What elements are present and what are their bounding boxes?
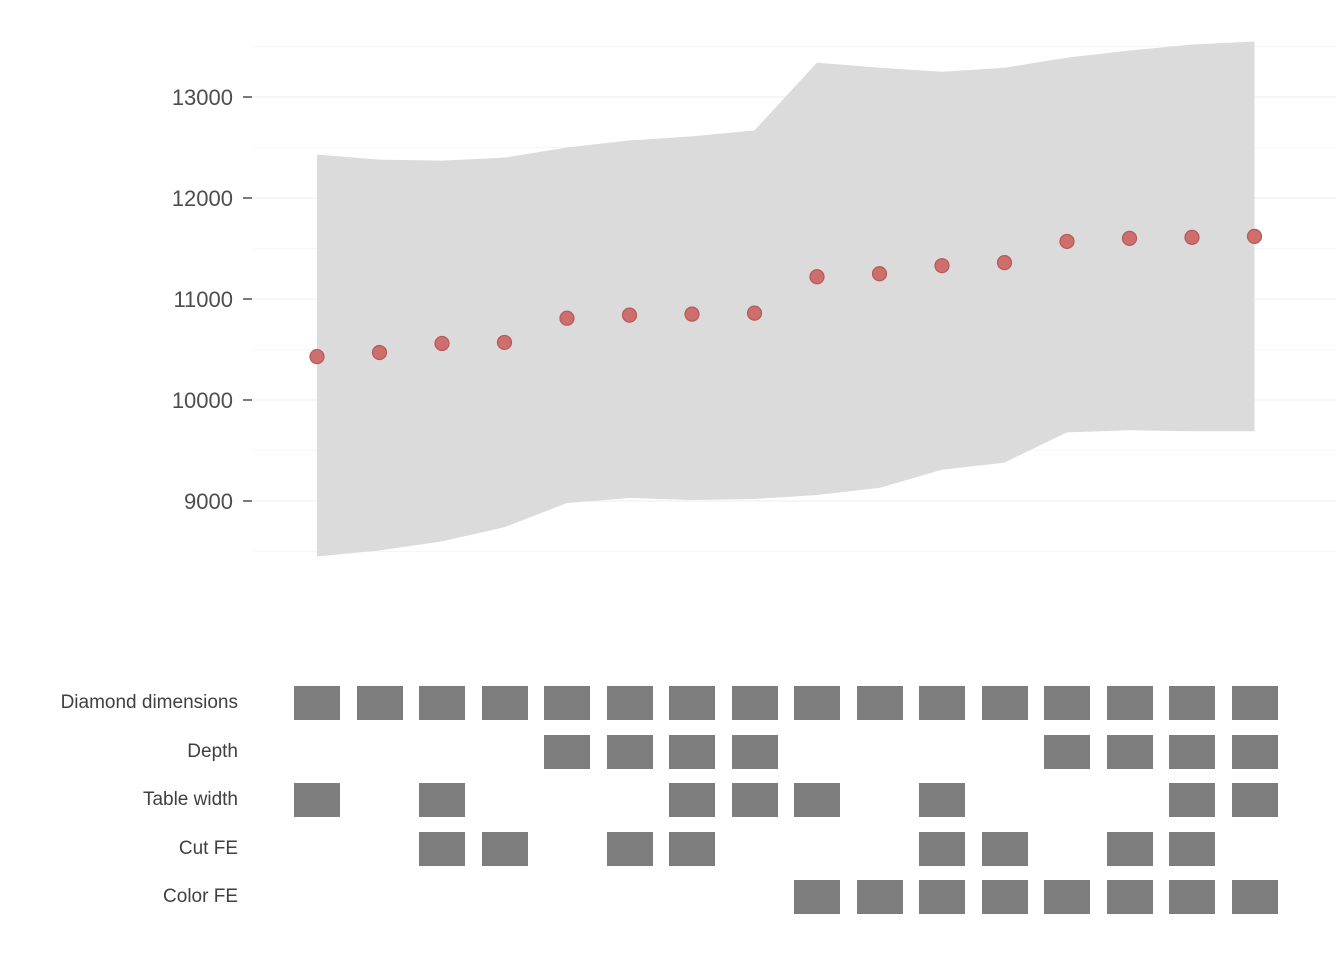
y-axis-tick-label: 11000: [173, 287, 233, 312]
spec-included-square: [419, 783, 465, 817]
spec-included-square: [731, 783, 778, 817]
estimate-point: [496, 334, 513, 351]
spec-included-square: [544, 735, 590, 769]
spec-included-square: [1106, 832, 1153, 866]
estimate-point: [1121, 230, 1138, 246]
spec-included-square: [731, 686, 778, 720]
spec-included-square: [856, 880, 903, 914]
spec-included-square: [1106, 880, 1153, 914]
estimate-point: [434, 335, 450, 352]
estimate-point: [1184, 229, 1200, 245]
spec-included-square: [919, 880, 965, 914]
spec-included-square: [669, 686, 715, 720]
spec-included-square: [606, 686, 653, 720]
y-axis-tick-label: 10000: [172, 388, 233, 413]
spec-included-square: [1169, 783, 1215, 817]
estimate-point: [684, 306, 700, 322]
confidence-ribbon: [317, 41, 1255, 557]
spec-included-square: [794, 880, 840, 914]
spec-included-square: [419, 686, 465, 720]
spec-included-square: [1169, 832, 1215, 866]
spec-included-square: [1044, 686, 1090, 720]
spec-included-square: [981, 832, 1028, 866]
estimate-panel: 9000 10000 11000 12000 13000: [172, 41, 1336, 557]
spec-included-square: [794, 686, 840, 720]
estimate-point: [871, 266, 888, 282]
matrix-row-label: Table width: [142, 789, 238, 810]
matrix-row-label: Depth: [187, 741, 238, 762]
spec-included-square: [1231, 686, 1278, 720]
spec-included-square: [481, 832, 528, 866]
estimate-point: [309, 348, 325, 365]
spec-included-square: [1106, 686, 1153, 720]
spec-included-square: [1231, 880, 1278, 914]
spec-included-square: [794, 783, 840, 817]
spec-included-square: [294, 783, 340, 817]
estimate-point: [746, 305, 763, 321]
spec-included-square: [1169, 735, 1215, 769]
spec-included-square: [919, 686, 965, 720]
estimate-point: [934, 258, 950, 274]
estimate-point: [996, 255, 1013, 271]
spec-included-square: [919, 832, 965, 866]
spec-included-square: [1231, 735, 1278, 769]
spec-included-square: [294, 686, 340, 720]
matrix-row-label: Diamond dimensions: [60, 692, 238, 713]
spec-included-square: [1169, 686, 1215, 720]
estimate-point: [1246, 228, 1263, 244]
estimate-point: [1059, 233, 1075, 250]
spec-included-square: [356, 686, 403, 720]
matrix-row-label: Cut FE: [178, 838, 238, 859]
spec-included-square: [856, 686, 903, 720]
spec-included-square: [981, 880, 1028, 914]
spec-included-square: [669, 832, 715, 866]
matrix-row-label: Color FE: [163, 886, 238, 907]
spec-included-square: [1106, 735, 1153, 769]
y-axis-tick-label: 13000: [172, 85, 233, 110]
spec-included-square: [981, 686, 1028, 720]
estimate-point: [621, 307, 638, 323]
spec-included-square: [1044, 735, 1090, 769]
spec-included-square: [606, 832, 653, 866]
estimate-point: [371, 344, 388, 361]
spec-included-square: [1169, 880, 1215, 914]
y-axis-tick-label: 12000: [172, 186, 233, 211]
spec-included-square: [481, 686, 528, 720]
estimate-point: [809, 269, 825, 285]
spec-included-square: [669, 783, 715, 817]
spec-included-square: [1044, 880, 1090, 914]
y-axis-tick-label: 9000: [184, 489, 233, 514]
estimate-point: [559, 310, 575, 326]
spec-included-square: [919, 783, 965, 817]
spec-included-square: [731, 735, 778, 769]
spec-included-square: [606, 735, 653, 769]
spec-included-square: [544, 686, 590, 720]
spec-included-square: [669, 735, 715, 769]
spec-included-square: [1231, 783, 1278, 817]
spec-included-square: [419, 832, 465, 866]
